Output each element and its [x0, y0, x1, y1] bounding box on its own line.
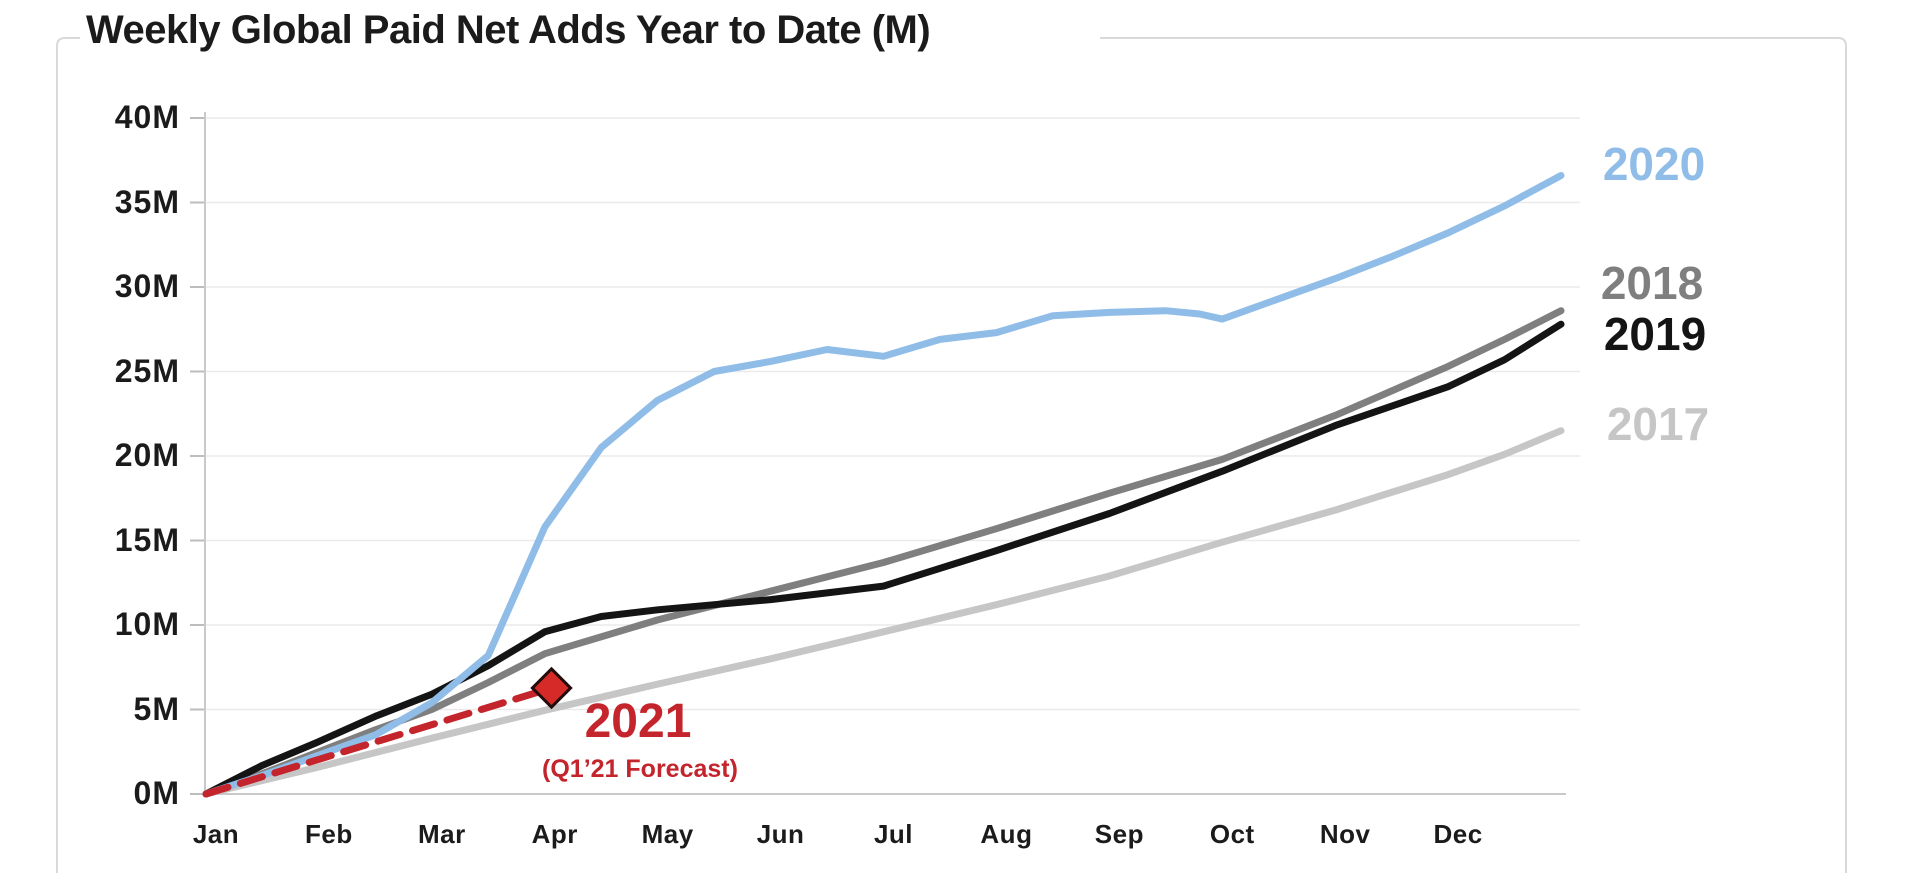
x-axis-month-label: Jun: [756, 819, 805, 849]
x-axis-month-label: Sep: [1094, 819, 1144, 849]
x-axis-month-label: Oct: [1209, 819, 1255, 849]
series-label-2017: 2017: [1606, 398, 1710, 450]
x-axis-month-label: Aug: [980, 819, 1033, 849]
series-line-2017: [202, 427, 1565, 798]
series-label-2019: 2019: [1603, 308, 1707, 360]
x-axis-month-label: May: [641, 819, 694, 849]
y-axis-tick-label: 20M: [114, 437, 180, 473]
series-line-2019: [202, 320, 1565, 798]
chart-title: Weekly Global Paid Net Adds Year to Date…: [86, 8, 931, 52]
x-axis-month-label: Dec: [1433, 819, 1483, 849]
x-axis-month-label: Apr: [531, 819, 578, 849]
y-axis-tick-label: 35M: [114, 183, 180, 220]
y-axis-tick-label: 5M: [133, 690, 180, 727]
frame-border-left: [56, 37, 80, 873]
series-label-2020: 2020: [1602, 138, 1706, 190]
y-axis-tick-label: 30M: [114, 268, 180, 304]
forecast-diamond-marker: [530, 666, 573, 710]
series-line-2021: [202, 684, 555, 798]
x-axis-month-label: Jan: [192, 819, 240, 849]
y-axis-tick-label: 40M: [114, 99, 180, 135]
frame-border-right: [1100, 37, 1847, 873]
x-axis-month-label: Nov: [1319, 819, 1371, 849]
x-axis-month-label: Jul: [873, 819, 914, 849]
x-axis-month-label: Mar: [417, 819, 466, 849]
y-axis-tick-label: 25M: [114, 352, 180, 389]
forecast-note-label: (Q1’21 Forecast): [542, 755, 738, 783]
series-label-2021: 2021: [584, 695, 692, 748]
series-line-2020: [202, 172, 1565, 798]
y-axis-tick-label: 10M: [114, 606, 180, 642]
y-axis-tick-label: 0M: [133, 775, 180, 811]
series-line-2018: [202, 307, 1565, 798]
y-axis-tick-label: 15M: [114, 521, 180, 558]
x-axis-month-label: Feb: [305, 819, 353, 849]
series-label-2018: 2018: [1600, 257, 1704, 309]
